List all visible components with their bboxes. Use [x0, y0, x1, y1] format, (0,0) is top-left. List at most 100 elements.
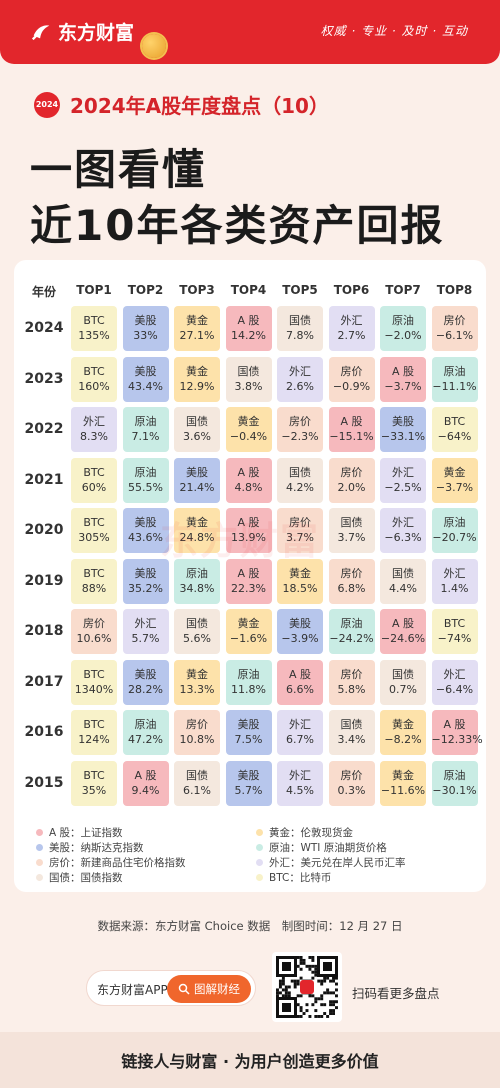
year-badge: 2024: [34, 91, 60, 118]
table-cell: BTC −64%: [431, 407, 478, 452]
legend-item: 国债：国债指数: [36, 870, 123, 885]
table-cell: 国债 0.7%: [380, 659, 426, 705]
cell-asset: 国债: [289, 314, 311, 327]
cell-asset: 房价: [340, 566, 363, 580]
cell-return: 5.7%: [131, 632, 160, 645]
cell-asset: 外汇: [134, 617, 157, 630]
legend-dot-icon: [256, 829, 263, 836]
cell-asset: A 股: [391, 617, 415, 630]
legend-item: 房价：新建商品住宅价格指数: [36, 855, 186, 870]
table-cell: A 股 13.9%: [225, 508, 272, 553]
table-cell: 外汇 4.5%: [277, 760, 323, 806]
table-cell: 国债 5.6%: [174, 609, 220, 654]
cell-asset: 国债: [392, 566, 414, 580]
table-cell: 美股 5.7%: [225, 760, 272, 806]
cell-asset: 国债: [237, 364, 260, 378]
table-cell: 黄金 −8.2%: [380, 710, 426, 755]
cell-return: 6.8%: [337, 581, 366, 595]
cell-asset: 外汇: [392, 465, 414, 479]
table-cell: BTC 305%: [71, 508, 117, 553]
watermark: 东方财富: [160, 519, 321, 563]
footer-bar: 链接人与财富 · 为用户创造更多价值: [0, 1032, 500, 1088]
cell-return: 305%: [78, 531, 110, 544]
cell-return: 135%: [78, 329, 110, 342]
cell-asset: 美股: [289, 617, 311, 630]
cell-return: 3.6%: [183, 430, 211, 443]
table-cell: 国债 4.2%: [277, 457, 323, 503]
cell-return: 21.4%: [179, 480, 215, 494]
column-header-top8: TOP8: [436, 283, 473, 297]
cell-asset: A 股: [237, 465, 260, 479]
cell-asset: 美股: [134, 566, 157, 580]
cell-return: −3.7%: [384, 379, 422, 393]
cell-asset: 美股: [134, 364, 157, 378]
cell-asset: 房价: [340, 667, 363, 681]
cell-return: −2.5%: [384, 480, 422, 494]
cell-return: 160%: [78, 379, 110, 393]
cell-asset: A 股: [288, 667, 312, 681]
cell-asset: 房价: [340, 364, 363, 378]
row-year: 2020: [24, 522, 64, 538]
cell-return: 6.6%: [286, 682, 314, 696]
cell-return: 5.7%: [234, 783, 263, 797]
legend-dot-icon: [36, 859, 43, 866]
table-cell: 国债 3.6%: [174, 407, 220, 452]
legend-text: 国债：国债指数: [49, 872, 123, 884]
table-cell: 黄金 −1.6%: [225, 609, 272, 654]
cell-return: 4.2%: [286, 480, 314, 494]
table-cell: 国债 6.1%: [174, 760, 220, 806]
scan-hint: 扫码看更多盘点: [352, 986, 440, 1001]
cell-asset: A 股: [391, 364, 415, 378]
cell-asset: 房价: [340, 768, 363, 782]
legend-item: BTC：比特币: [256, 870, 331, 885]
cell-asset: BTC: [83, 768, 105, 782]
cell-asset: 外汇: [340, 314, 363, 327]
cell-asset: A 股: [443, 718, 466, 731]
table-cell: 原油 −24.2%: [328, 609, 375, 654]
cell-asset: 原油: [340, 617, 363, 630]
row-year: 2017: [24, 673, 64, 690]
cell-return: −11.1%: [432, 379, 477, 393]
legend-dot-icon: [256, 844, 263, 851]
brand-slogan: 权威 · 专业 · 及时 · 互动: [320, 24, 468, 38]
cell-return: 3.8%: [234, 379, 263, 393]
cell-return: 43.4%: [128, 379, 163, 393]
cell-return: 1.4%: [440, 581, 469, 595]
cell-asset: 原油: [134, 718, 157, 731]
cell-return: 33%: [133, 329, 158, 342]
cell-return: 7.1%: [131, 430, 160, 443]
cell-return: −12.33%: [431, 733, 483, 746]
cell-return: 43.6%: [128, 531, 163, 544]
table-cell: 国债 3.4%: [328, 710, 375, 755]
table-cell: 国债 3.8%: [225, 356, 272, 402]
cell-asset: 原油: [134, 415, 157, 428]
cell-return: −3.9%: [281, 632, 319, 645]
table-cell: 房价 0.3%: [328, 760, 375, 806]
table-cell: 外汇 5.7%: [122, 609, 169, 654]
column-header-top2: TOP2: [127, 283, 164, 297]
table-cell: 黄金 −0.4%: [225, 407, 272, 452]
cell-return: 60%: [81, 480, 107, 494]
table-cell: A 股 6.6%: [277, 659, 323, 705]
qr-code[interactable]: [272, 952, 342, 1022]
cell-asset: BTC: [83, 516, 105, 529]
table-cell: 美股 28.2%: [122, 659, 169, 705]
cell-asset: 黄金: [186, 667, 208, 681]
cell-asset: 美股: [134, 516, 157, 529]
cell-asset: 国债: [186, 415, 208, 428]
cell-return: 27.1%: [179, 329, 215, 342]
cell-return: 3.4%: [337, 733, 366, 746]
table-cell: 美股 43.6%: [122, 508, 169, 553]
brand-name: 东方财富: [58, 22, 135, 44]
cell-asset: 美股: [237, 718, 260, 731]
table-cell: 国债 3.7%: [328, 508, 375, 553]
cell-asset: 美股: [186, 465, 208, 479]
infographic-button[interactable]: 图解财经: [167, 975, 251, 1003]
app-pill[interactable]: 东方财富APP 图解财经: [86, 970, 256, 1006]
cell-return: 5.8%: [337, 682, 366, 696]
cell-return: 13.3%: [179, 682, 215, 696]
cell-asset: A 股: [237, 314, 260, 327]
cell-asset: 原油: [134, 465, 157, 479]
cell-asset: 外汇: [83, 415, 105, 428]
cell-asset: 国债: [340, 516, 363, 529]
